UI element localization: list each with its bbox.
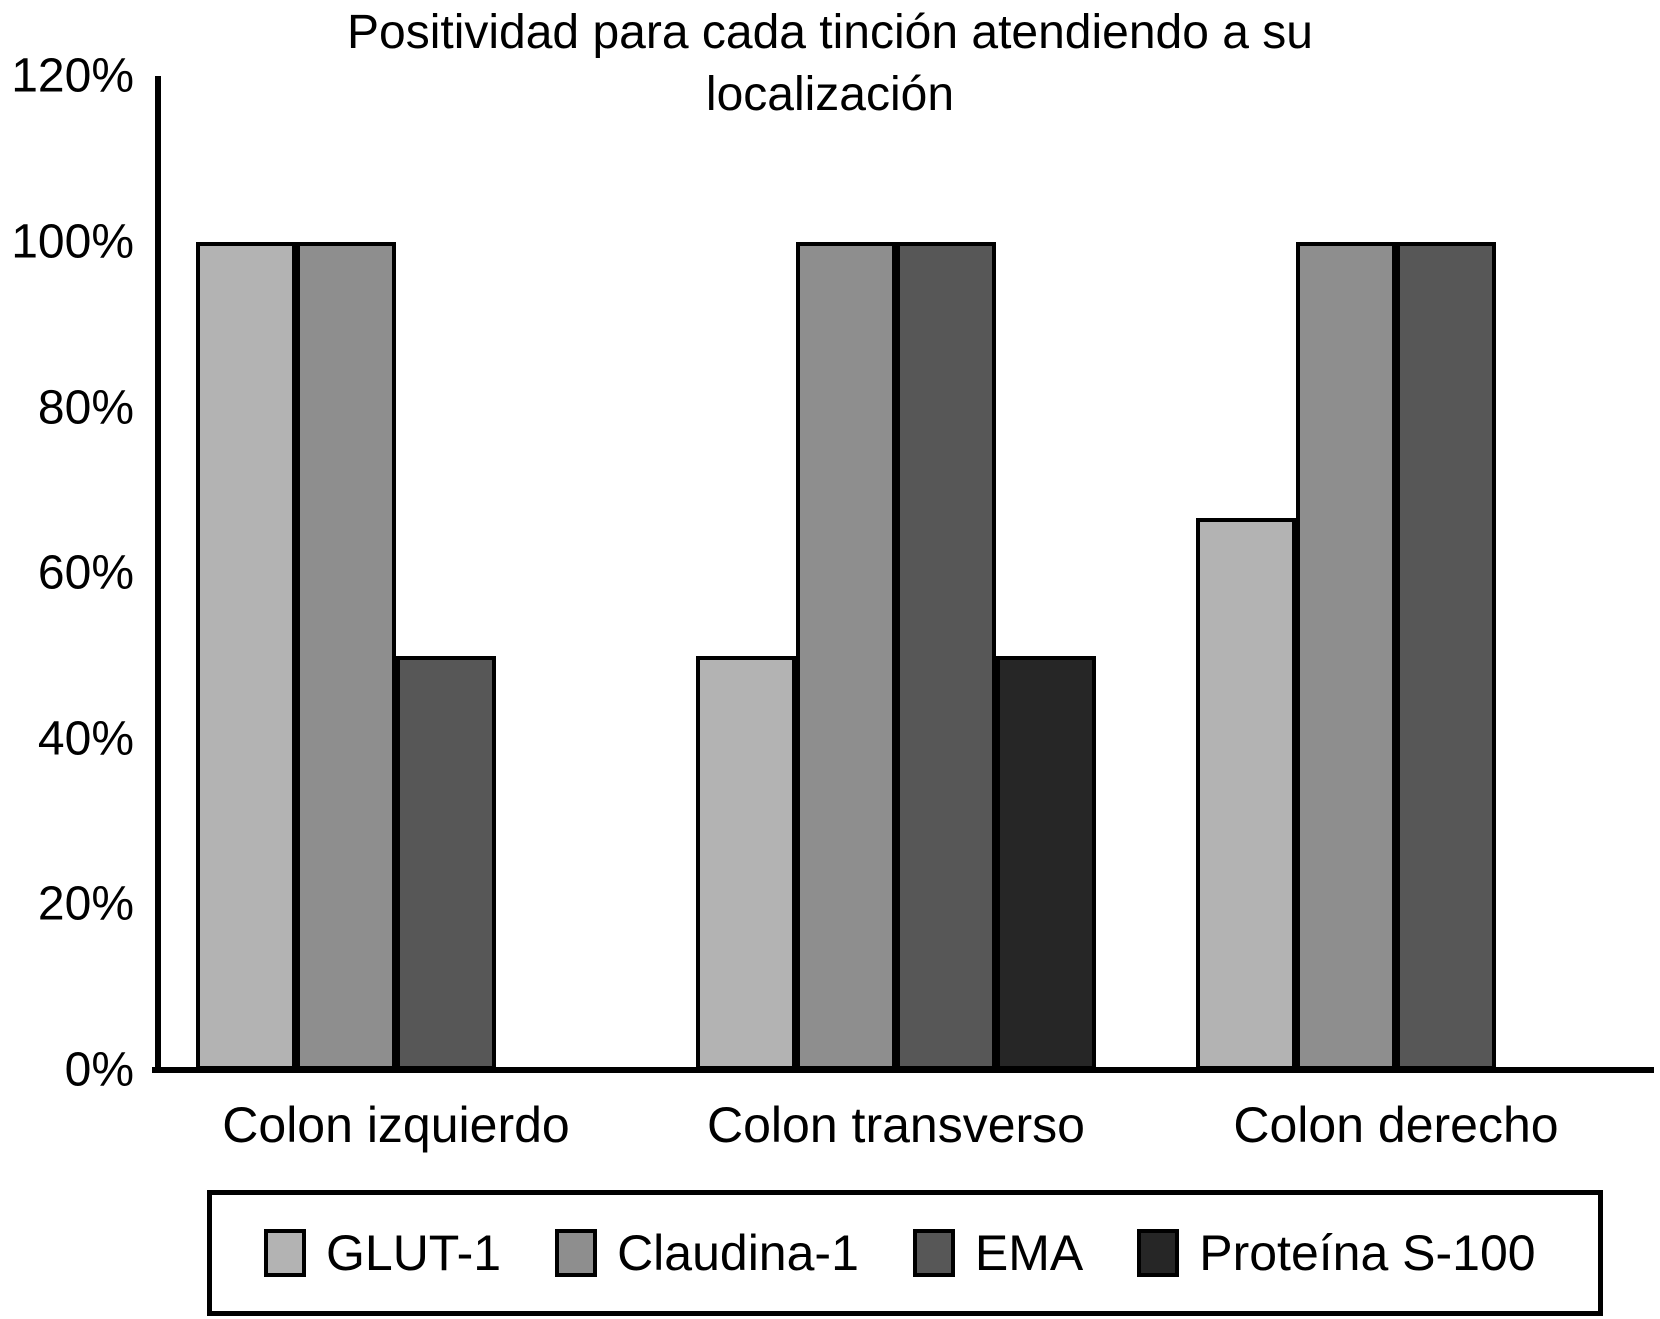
legend-swatch-icon	[555, 1229, 598, 1277]
x-category-label: Colon izquierdo	[222, 1097, 570, 1153]
bar-ema-1	[396, 656, 496, 1070]
bar-claudina-1-2	[796, 242, 896, 1070]
legend-label: Claudina-1	[617, 1225, 859, 1281]
legend-swatch-icon	[1137, 1229, 1180, 1277]
x-category-label: Colon transverso	[707, 1097, 1085, 1153]
y-tick-label: 80%	[37, 381, 134, 435]
y-tick-label: 60%	[37, 546, 134, 600]
legend-item: Proteína S-100	[1137, 1224, 1536, 1282]
legend-label: Proteína S-100	[1199, 1225, 1536, 1281]
legend-swatch-icon	[912, 1229, 955, 1277]
legend: GLUT-1 Claudina-1 EMA Proteína S-100	[207, 1190, 1603, 1316]
y-tick-label: 0%	[64, 1043, 134, 1097]
y-tick-label: 20%	[37, 877, 134, 931]
x-axis-line	[152, 1067, 1654, 1073]
chart-title: Positividad para cada tinción atendiendo…	[347, 6, 1313, 121]
y-tick-label: 120%	[11, 49, 134, 103]
legend-item: Claudina-1	[555, 1224, 859, 1282]
bar-prote-na-s-100-2	[996, 656, 1096, 1070]
bar-claudina-1-1	[296, 242, 396, 1070]
x-category-label: Colon derecho	[1233, 1097, 1559, 1153]
legend-label: GLUT-1	[326, 1225, 502, 1281]
bar-ema-2	[896, 242, 996, 1070]
legend-swatch-icon	[264, 1229, 306, 1277]
bar-glut-1-1	[196, 242, 296, 1070]
legend-item: GLUT-1	[264, 1224, 501, 1282]
legend-item: EMA	[912, 1224, 1084, 1282]
y-tick-label: 40%	[37, 712, 134, 766]
legend-label: EMA	[974, 1225, 1084, 1281]
bar-glut-1-3	[1196, 518, 1296, 1070]
bar-claudina-1-3	[1296, 242, 1396, 1070]
bar-glut-1-2	[696, 656, 796, 1070]
y-axis-line	[155, 76, 161, 1073]
bar-ema-3	[1396, 242, 1496, 1070]
y-tick-label: 100%	[11, 215, 134, 269]
